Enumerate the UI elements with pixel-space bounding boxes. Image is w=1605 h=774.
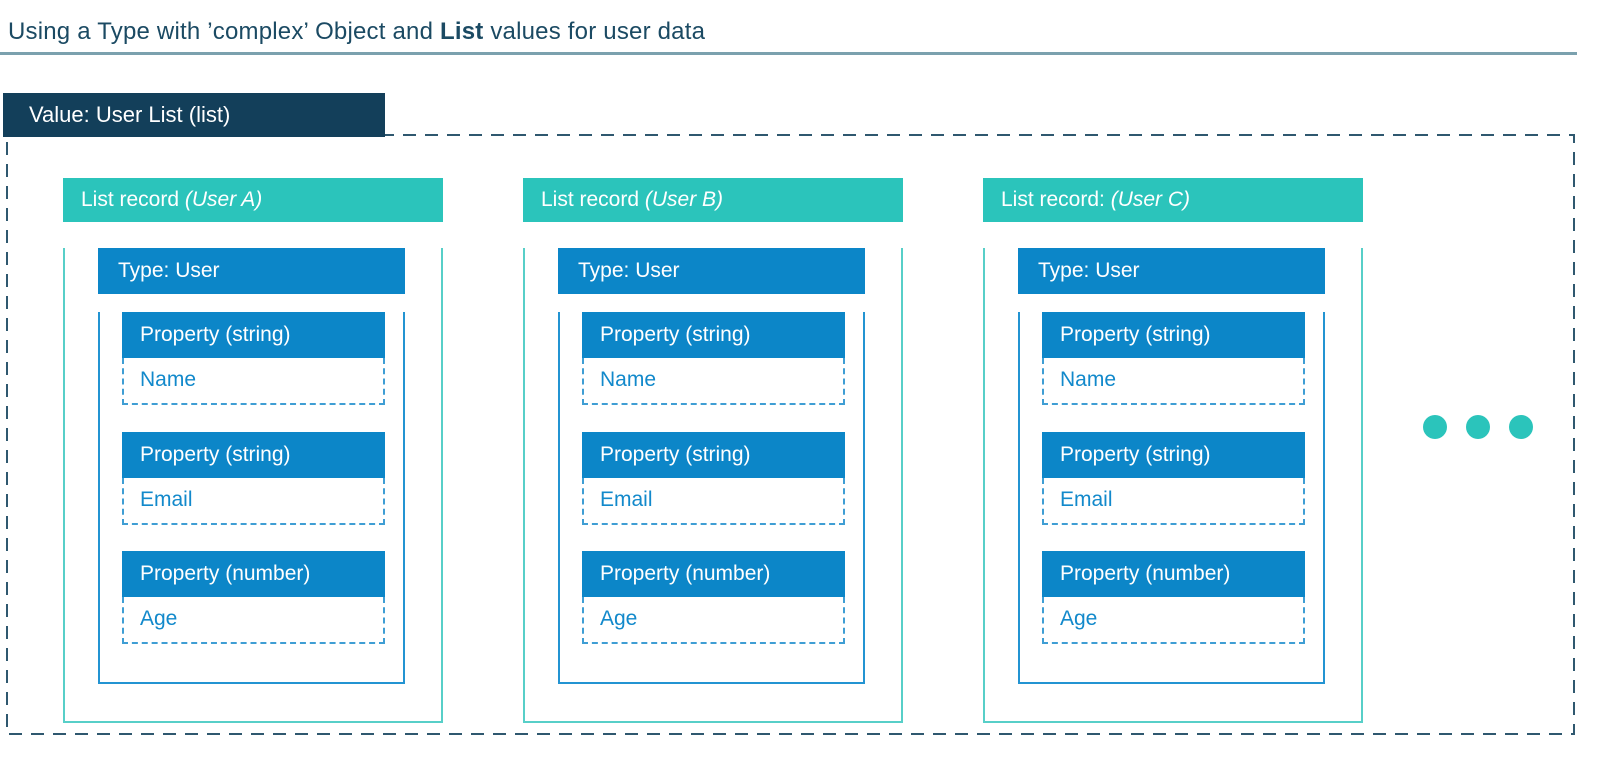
property-value: Email: [122, 478, 385, 525]
list-record-body: Type: User Property (string) Name Proper…: [523, 248, 903, 723]
list-record-body: Type: User Property (string) Name Proper…: [63, 248, 443, 723]
property-value: Age: [1042, 597, 1305, 644]
property-group: Property (string) Email: [1042, 432, 1305, 525]
list-record-header: List record: (User C): [983, 178, 1363, 222]
type-box: Type: User Property (string) Name Proper…: [558, 248, 865, 684]
type-body: Property (string) Name Property (string)…: [98, 312, 405, 684]
title-bold-list: List: [440, 18, 484, 45]
property-header: Property (number): [582, 551, 845, 597]
list-record-user-name: (User A): [184, 188, 263, 211]
type-header: Type: User: [558, 248, 865, 294]
ellipsis-dot-icon: [1423, 415, 1447, 439]
property-header: Property (number): [1042, 551, 1305, 597]
ellipsis-dot-icon: [1466, 415, 1490, 439]
list-record-card-user-c: List record: (User C) Type: User Propert…: [983, 178, 1363, 723]
property-header: Property (string): [582, 432, 845, 478]
property-value: Email: [582, 478, 845, 525]
ellipsis-dots-icon: [1423, 415, 1533, 439]
list-record-card-user-a: List record (User A) Type: User Property…: [63, 178, 443, 723]
list-record-label: List record: [81, 188, 185, 211]
list-record-label: List record:: [1001, 188, 1111, 211]
list-record-label: List record: [541, 188, 645, 211]
type-header: Type: User: [1018, 248, 1325, 294]
property-value: Age: [582, 597, 845, 644]
property-group: Property (string) Email: [122, 432, 385, 525]
type-header: Type: User: [98, 248, 405, 294]
property-header: Property (string): [582, 312, 845, 358]
property-header: Property (string): [1042, 432, 1305, 478]
property-header: Property (string): [122, 312, 385, 358]
list-record-user-name: (User C): [1110, 188, 1191, 211]
property-value: Name: [1042, 358, 1305, 405]
list-record-body: Type: User Property (string) Name Proper…: [983, 248, 1363, 723]
title-prefix: Using a Type with ’complex’ Object and: [8, 18, 441, 45]
type-body: Property (string) Name Property (string)…: [1018, 312, 1325, 684]
property-group: Property (number) Age: [122, 551, 385, 644]
user-list-dashed-boundary: [6, 134, 1575, 735]
list-record-header: List record (User B): [523, 178, 903, 222]
value-user-list-chip: Value: User List (list): [3, 93, 385, 137]
list-record-user-name: (User B): [644, 188, 724, 211]
property-group: Property (string) Name: [582, 312, 845, 405]
property-group: Property (string) Email: [582, 432, 845, 525]
list-record-header: List record (User A): [63, 178, 443, 222]
type-box: Type: User Property (string) Name Proper…: [1018, 248, 1325, 684]
property-header: Property (string): [1042, 312, 1305, 358]
page-title: Using a Type with ’complex’ Object and L…: [8, 18, 705, 46]
list-record-card-user-b: List record (User B) Type: User Property…: [523, 178, 903, 723]
title-underline: [0, 52, 1577, 55]
property-header: Property (string): [122, 432, 385, 478]
property-group: Property (number) Age: [582, 551, 845, 644]
property-header: Property (number): [122, 551, 385, 597]
title-suffix: values for user data: [483, 18, 706, 45]
property-value: Email: [1042, 478, 1305, 525]
property-group: Property (number) Age: [1042, 551, 1305, 644]
property-value: Name: [582, 358, 845, 405]
type-box: Type: User Property (string) Name Proper…: [98, 248, 405, 684]
property-group: Property (string) Name: [122, 312, 385, 405]
type-body: Property (string) Name Property (string)…: [558, 312, 865, 684]
ellipsis-dot-icon: [1509, 415, 1533, 439]
property-value: Name: [122, 358, 385, 405]
property-group: Property (string) Name: [1042, 312, 1305, 405]
property-value: Age: [122, 597, 385, 644]
